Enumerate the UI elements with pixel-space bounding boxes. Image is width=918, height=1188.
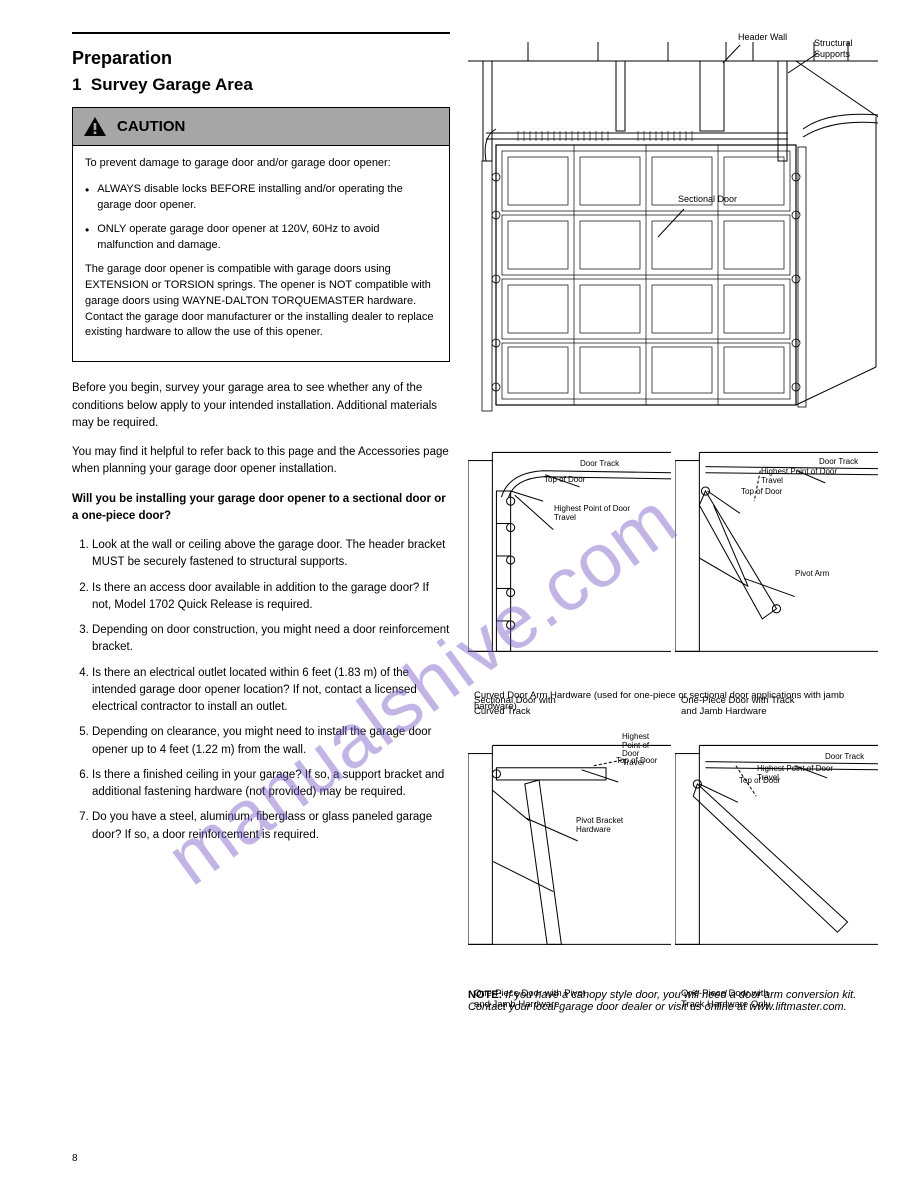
warning-icon (83, 116, 107, 137)
label-sectional-door: Sectional Door (678, 194, 737, 205)
label-highest4: Highest Point of Door Travel (757, 765, 857, 783)
right-column: Header Wall Structural Supports Sectiona… (468, 32, 878, 1156)
body-li3: Depending on door construction, you migh… (92, 622, 450, 657)
track-pivot-jamb: Top of Door Highest Point of Door Travel… (468, 721, 671, 981)
footer-page-number: 8 (0, 1153, 918, 1164)
content-area: Preparation 1 Survey Garage Area CAUTION… (72, 32, 878, 1156)
caution-intro: To prevent damage to garage door and/or … (85, 156, 437, 172)
caption-track-jamb: One-Piece Door with Trackand Jamb Hardwa… (675, 695, 878, 718)
caution-header: CAUTION (73, 108, 449, 146)
step-heading: 1 Survey Garage Area (72, 75, 450, 95)
caption-pivot-jamb: One-Piece Door with Pivotand Jamb Hardwa… (468, 988, 671, 1011)
caption-sectional: Sectional Door withCurved Track (468, 695, 671, 718)
caution-body: To prevent damage to garage door and/or … (73, 146, 449, 361)
body-list: Look at the wall or ceiling above the ga… (72, 537, 450, 844)
body-li5: Depending on clearance, you might need t… (92, 724, 450, 759)
track-sectional-curved: Door Track Top of Door Highest Point of … (468, 428, 671, 688)
label-top-door2: Top of Door (741, 488, 782, 497)
body-text: Before you begin, survey your garage are… (72, 380, 450, 844)
track-jamb-hardware: Door Track Top of Door Highest Point of … (675, 428, 878, 688)
track-row-1: Door Track Top of Door Highest Point of … (468, 428, 878, 688)
body-p2: You may find it helpful to refer back to… (72, 444, 450, 479)
left-column: Preparation 1 Survey Garage Area CAUTION… (72, 32, 450, 1156)
caution-box: CAUTION To prevent damage to garage door… (72, 107, 450, 362)
label-pivot-bracket: Pivot Bracket Hardware (576, 817, 646, 835)
body-li2: Is there an access door available in add… (92, 580, 450, 615)
label-door-track2: Door Track (819, 458, 858, 467)
body-li1: Look at the wall or ceiling above the ga… (92, 537, 450, 572)
body-p1: Before you begin, survey your garage are… (72, 380, 450, 432)
label-highest3: Highest Point of Door Travel (622, 733, 662, 768)
body-li6: Is there a finished ceiling in your gara… (92, 767, 450, 802)
label-pivot-arm: Pivot Arm (795, 570, 829, 579)
section-divider (72, 32, 450, 34)
track-only-hardware: Door Track Top of Door Highest Point of … (675, 721, 878, 981)
caution-hardware: The garage door opener is compatible wit… (85, 262, 437, 342)
garage-svg (468, 32, 878, 422)
body-p3: Will you be installing your garage door … (72, 491, 450, 526)
section-title: Preparation (72, 48, 450, 69)
body-li7: Do you have a steel, aluminum, fiberglas… (92, 809, 450, 844)
label-door-track4: Door Track (825, 753, 864, 762)
caption-track-only: One-Piece Door withTrack Hardware Only (675, 988, 878, 1011)
step-title: Survey Garage Area (91, 75, 253, 94)
label-highest: Highest Point of Door Travel (554, 505, 644, 523)
garage-diagram: Header Wall Structural Supports Sectiona… (468, 32, 878, 422)
label-header-wall: Header Wall (738, 32, 787, 43)
label-structural: Structural Supports (814, 38, 874, 60)
step-number: 1 (72, 75, 81, 94)
track-row-2: Top of Door Highest Point of Door Travel… (468, 721, 878, 981)
label-door-track: Door Track (580, 460, 619, 469)
page: Preparation 1 Survey Garage Area CAUTION… (0, 0, 918, 1188)
caution-bullet-2: ONLY operate garage door opener at 120V,… (97, 222, 437, 254)
caution-bullet-1: ALWAYS disable locks BEFORE installing a… (97, 182, 437, 214)
label-top-door: Top of Door (544, 476, 585, 485)
label-highest2: Highest Point of Door Travel (761, 468, 861, 486)
caution-word: CAUTION (117, 118, 185, 135)
body-li4: Is there an electrical outlet located wi… (92, 665, 450, 717)
